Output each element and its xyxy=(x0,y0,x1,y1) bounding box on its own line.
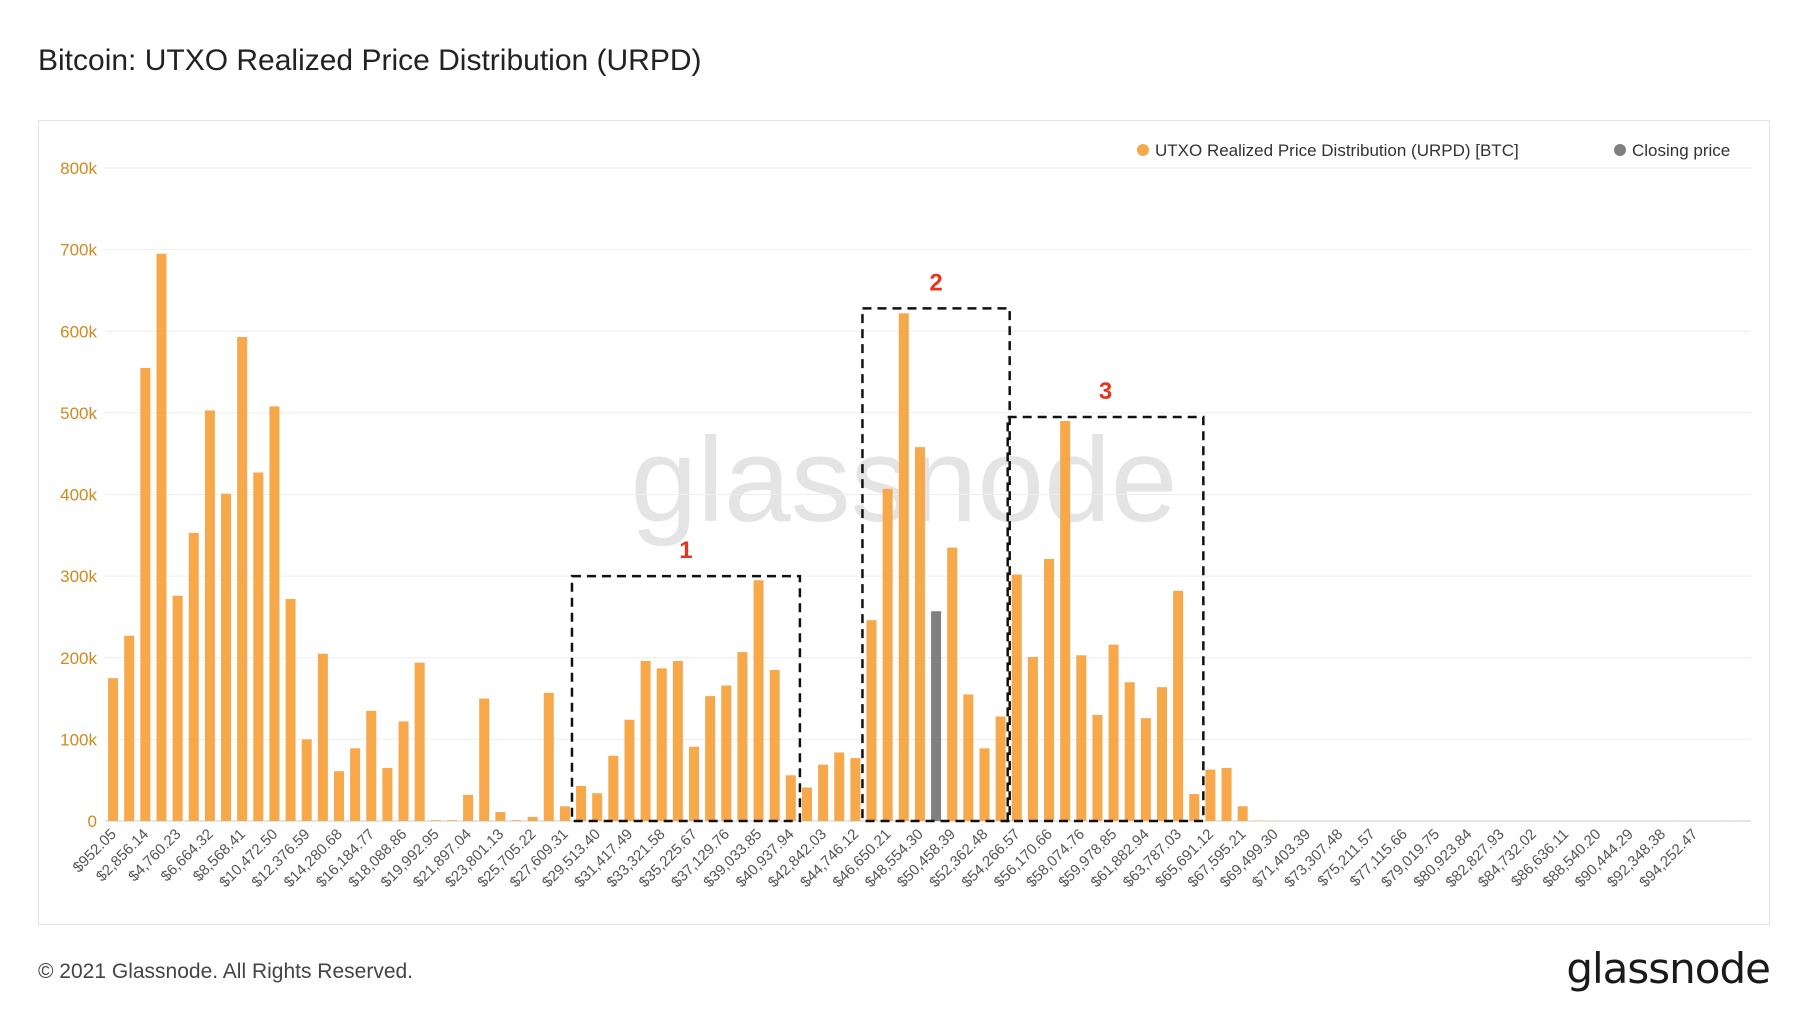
urpd-bar xyxy=(963,694,974,821)
urpd-bar xyxy=(818,764,829,821)
urpd-bar xyxy=(317,653,328,821)
urpd-bar xyxy=(592,793,603,821)
urpd-bar xyxy=(1044,558,1055,821)
urpd-bar xyxy=(834,752,845,821)
urpd-bar xyxy=(301,739,312,821)
urpd-bar xyxy=(543,692,554,821)
urpd-bar xyxy=(414,662,425,821)
urpd-bar xyxy=(479,698,490,821)
urpd-bar xyxy=(608,755,619,821)
urpd-bar xyxy=(1140,718,1151,821)
urpd-bar xyxy=(511,820,522,821)
urpd-bar xyxy=(1027,656,1038,821)
urpd-bar xyxy=(204,410,215,821)
y-tick-label: 600k xyxy=(60,322,97,341)
y-tick-label: 200k xyxy=(60,649,97,668)
y-tick-label: 800k xyxy=(60,159,97,178)
glassnode-logo: glassnode xyxy=(1566,944,1771,993)
urpd-bar xyxy=(430,820,441,821)
urpd-bar xyxy=(188,532,199,821)
y-tick-label: 0 xyxy=(88,812,97,831)
urpd-bar xyxy=(882,488,893,821)
urpd-bar xyxy=(1221,767,1232,821)
urpd-bar xyxy=(253,472,264,821)
urpd-bar xyxy=(398,721,409,821)
urpd-bar xyxy=(898,313,909,821)
urpd-bar xyxy=(350,748,361,821)
urpd-bar xyxy=(801,787,812,821)
urpd-bar xyxy=(721,685,732,821)
y-tick-label: 700k xyxy=(60,241,97,260)
urpd-bar xyxy=(705,696,716,821)
copyright-text: © 2021 Glassnode. All Rights Reserved. xyxy=(38,960,414,983)
urpd-bar xyxy=(769,669,780,821)
urpd-bar xyxy=(1205,769,1216,821)
urpd-bar xyxy=(527,816,538,821)
urpd-bar xyxy=(866,620,877,821)
urpd-bar xyxy=(1108,644,1119,821)
urpd-bar xyxy=(1189,794,1200,821)
y-tick-label: 300k xyxy=(60,567,97,586)
annotation-box-1 xyxy=(570,574,802,823)
urpd-bar xyxy=(124,635,135,821)
urpd-bar xyxy=(172,595,183,821)
urpd-bar xyxy=(221,493,232,821)
legend-marker xyxy=(1614,144,1626,156)
urpd-bar xyxy=(1173,590,1184,821)
chart-panel: glassnode 0 100k 200k 300k 400k 500k 600k 700k 80… xyxy=(38,120,1770,925)
urpd-bar xyxy=(1011,574,1022,821)
annotation-label-2: 2 xyxy=(929,269,942,296)
urpd-bar xyxy=(656,668,667,821)
urpd-bar xyxy=(672,661,683,821)
urpd-bar-chart: glassnode0100k200k300k400k500k600k700k80… xyxy=(60,141,1751,891)
urpd-bar xyxy=(559,806,570,821)
urpd-bar xyxy=(785,775,796,821)
y-tick-label: 100k xyxy=(60,730,97,749)
y-tick-label: 400k xyxy=(60,486,97,505)
y-tick-label: 500k xyxy=(60,404,97,423)
urpd-bar xyxy=(463,794,474,821)
urpd-bar xyxy=(382,767,393,821)
urpd-bar xyxy=(156,253,167,822)
urpd-bar xyxy=(737,652,748,821)
urpd-bar xyxy=(995,716,1006,821)
urpd-bar xyxy=(108,678,119,821)
urpd-bar xyxy=(366,710,377,821)
urpd-bar xyxy=(576,785,587,821)
urpd-bar xyxy=(495,812,506,821)
urpd-bar xyxy=(446,820,457,821)
page-title: Bitcoin: UTXO Realized Price Distributio… xyxy=(38,44,702,77)
legend-label: Closing price xyxy=(1632,141,1730,160)
annotation-label-3: 3 xyxy=(1099,378,1112,405)
urpd-bar xyxy=(640,661,651,821)
legend-label: UTXO Realized Price Distribution (URPD) … xyxy=(1155,141,1519,160)
urpd-bar xyxy=(333,771,344,821)
urpd-bar xyxy=(947,547,958,821)
urpd-bar xyxy=(1092,714,1103,821)
urpd-bar xyxy=(1237,806,1248,821)
urpd-bar xyxy=(624,719,635,821)
urpd-bar xyxy=(850,758,861,821)
annotation-label-1: 1 xyxy=(679,537,692,564)
urpd-bar xyxy=(979,748,990,821)
urpd-bar xyxy=(689,746,700,821)
legend-marker xyxy=(1137,144,1149,156)
annotation-box-3 xyxy=(1006,415,1205,823)
urpd-bar xyxy=(1124,682,1135,821)
urpd-bar xyxy=(237,336,248,821)
urpd-bar xyxy=(1156,687,1167,821)
urpd-bar xyxy=(269,406,280,821)
urpd-bar xyxy=(914,447,925,821)
urpd-bar xyxy=(285,598,296,821)
closing-price-bar xyxy=(931,611,942,821)
urpd-bar xyxy=(1076,655,1087,821)
urpd-bar xyxy=(753,580,764,821)
urpd-bar xyxy=(140,367,151,821)
urpd-bar xyxy=(1060,421,1071,821)
